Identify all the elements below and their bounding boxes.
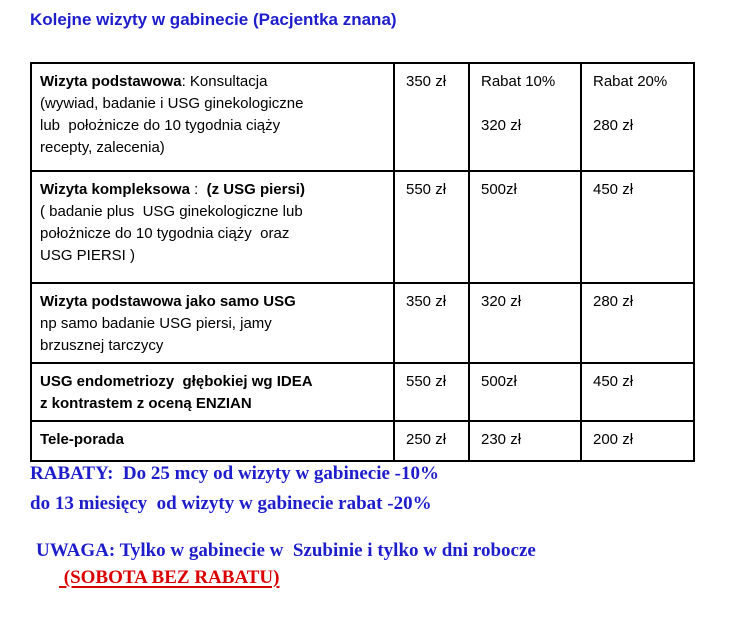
text-segment: USG endometriozy głębokiej wg IDEA — [40, 373, 313, 390]
note-uwaga: UWAGA: Tylko w gabinecie w Szubinie i ty… — [36, 540, 536, 561]
text-segment: Rabat 10% — [481, 73, 556, 90]
discount10-cell: 500zł — [468, 170, 582, 284]
text-segment: 450 zł — [593, 181, 634, 198]
text-segment: z kontrastem z oceną ENZIAN — [40, 395, 252, 412]
text-segment: (z USG piersi) — [202, 181, 305, 198]
table-row: USG endometriozy głębokiej wg IDEA z kont… — [30, 362, 695, 422]
price-cell: 250 zł — [393, 420, 470, 462]
text-segment: 280 zł — [593, 117, 634, 134]
text-segment: ( badanie plus USG ginekologiczne lub — [40, 203, 303, 220]
text-segment: 320 zł — [481, 117, 522, 134]
discount20-cell: Rabat 20% 280 zł — [580, 62, 695, 172]
price-cell: 350 zł — [393, 62, 470, 172]
discount20-cell: 200 zł — [580, 420, 695, 462]
price-cell: 550 zł — [393, 170, 470, 284]
text-segment: USG PIERSI ) — [40, 247, 136, 264]
pricing-table: Wizyta podstawowa: Konsultacja (wywiad, b… — [30, 62, 695, 462]
service-cell: Wizyta kompleksowa : (z USG piersi) ( bad… — [30, 170, 395, 284]
table-row: Tele-porada 250 zł 230 zł 200 zł — [30, 420, 695, 462]
service-cell: USG endometriozy głębokiej wg IDEA z kont… — [30, 362, 395, 422]
discount20-cell: 450 zł — [580, 170, 695, 284]
table-row: Wizyta kompleksowa : (z USG piersi) ( bad… — [30, 170, 695, 284]
text-segment: : Konsultacja — [181, 73, 268, 90]
price-cell: 550 zł — [393, 362, 470, 422]
note-sobota-warning: (SOBOTA BEZ RABATU) — [59, 567, 280, 588]
text-segment: 500zł — [481, 373, 517, 390]
page-title: Kolejne wizyty w gabinecie (Pacjentka zn… — [30, 10, 397, 29]
service-cell: Wizyta podstawowa jako samo USG np samo b… — [30, 282, 395, 364]
discount20-cell: 450 zł — [580, 362, 695, 422]
discount10-cell: Rabat 10% 320 zł — [468, 62, 582, 172]
text-segment: Tele-porada — [40, 431, 124, 448]
text-segment: 280 zł — [593, 293, 634, 310]
text-segment: Wizyta kompleksowa — [40, 181, 190, 198]
text-segment: recepty, zalecenia) — [40, 139, 165, 156]
price-cell: 350 zł — [393, 282, 470, 364]
text-segment: 450 zł — [593, 373, 634, 390]
text-segment: : — [189, 181, 203, 198]
text-segment: np samo badanie USG piersi, jamy — [40, 315, 272, 332]
text-segment: Rabat 20% — [593, 73, 668, 90]
text-segment: położnicze do 10 tygodnia ciąży oraz — [40, 225, 290, 242]
text-segment: brzusznej tarczycy — [40, 337, 164, 354]
text-segment: 500zł — [481, 181, 517, 198]
text-segment: lub położnicze do 10 tygodnia ciąży — [40, 117, 281, 134]
discount10-cell: 230 zł — [468, 420, 582, 462]
discount20-cell: 280 zł — [580, 282, 695, 364]
text-segment: Wizyta podstawowa jako samo USG — [40, 293, 296, 310]
text-segment: 320 zł — [481, 293, 522, 310]
note-rabaty-line2: do 13 miesięcy od wizyty w gabinecie rab… — [30, 493, 432, 514]
note-rabaty-line1: RABATY: Do 25 mcy od wizyty w gabinecie … — [30, 463, 440, 484]
text-segment: 200 zł — [593, 431, 634, 448]
text-segment: Wizyta podstawowa — [40, 73, 182, 90]
discount10-cell: 320 zł — [468, 282, 582, 364]
table-row: Wizyta podstawowa jako samo USG np samo b… — [30, 282, 695, 364]
service-cell: Tele-porada — [30, 420, 395, 462]
discount10-cell: 500zł — [468, 362, 582, 422]
text-segment: (wywiad, badanie i USG ginekologiczne — [40, 95, 304, 112]
table-row: Wizyta podstawowa: Konsultacja (wywiad, b… — [30, 62, 695, 172]
service-cell: Wizyta podstawowa: Konsultacja (wywiad, b… — [30, 62, 395, 172]
text-segment: 230 zł — [481, 431, 522, 448]
